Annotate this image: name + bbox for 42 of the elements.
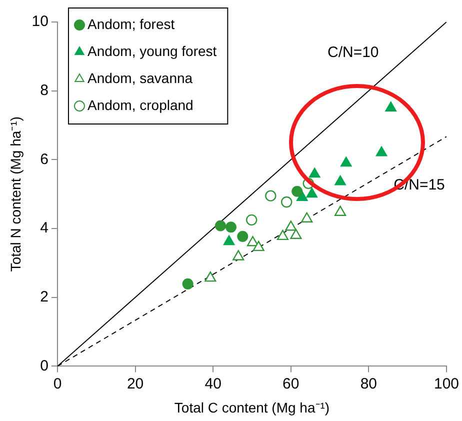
point bbox=[301, 212, 313, 222]
x-tick-label: 80 bbox=[360, 375, 378, 392]
point bbox=[306, 188, 318, 198]
x-tick-label: 0 bbox=[53, 375, 62, 392]
point bbox=[292, 186, 303, 197]
x-tick-label: 100 bbox=[434, 375, 459, 392]
x-tick-label: 20 bbox=[126, 375, 144, 392]
y-tick-label: 10 bbox=[32, 13, 48, 30]
x-tick-label: 40 bbox=[204, 375, 222, 392]
point bbox=[334, 175, 346, 186]
point bbox=[246, 214, 258, 226]
y-axis-title: Total N content (Mg ha⁻¹) bbox=[7, 116, 24, 272]
point bbox=[340, 156, 352, 167]
point bbox=[252, 240, 264, 252]
point bbox=[376, 146, 388, 156]
legend-label: Andom, savanna bbox=[87, 70, 193, 86]
legend-label: Andom; forest bbox=[87, 16, 175, 32]
annotation: C/N=10 bbox=[327, 44, 379, 62]
point bbox=[232, 250, 244, 260]
point bbox=[285, 220, 297, 231]
point bbox=[204, 271, 216, 282]
legend-label: Andom, young forest bbox=[87, 42, 217, 59]
y-tick-label: 0 bbox=[40, 357, 48, 374]
point bbox=[385, 102, 397, 112]
point bbox=[276, 230, 289, 240]
point bbox=[281, 196, 292, 208]
y-tick-label: 6 bbox=[40, 150, 48, 168]
point bbox=[182, 278, 194, 290]
y-tick-label: 2 bbox=[40, 288, 48, 306]
point bbox=[223, 235, 235, 246]
point bbox=[265, 190, 276, 202]
point bbox=[214, 220, 226, 232]
point bbox=[308, 168, 320, 178]
point bbox=[290, 228, 302, 240]
legend-label: Andom, cropland bbox=[87, 96, 194, 113]
point bbox=[225, 222, 236, 233]
point bbox=[237, 230, 248, 242]
y-tick-label: 4 bbox=[40, 220, 48, 237]
x-axis-title: Total C content (Mg ha⁻¹) bbox=[174, 399, 330, 416]
x-tick-label: 60 bbox=[282, 375, 300, 392]
point bbox=[334, 206, 346, 216]
y-tick-label: 8 bbox=[40, 82, 48, 99]
